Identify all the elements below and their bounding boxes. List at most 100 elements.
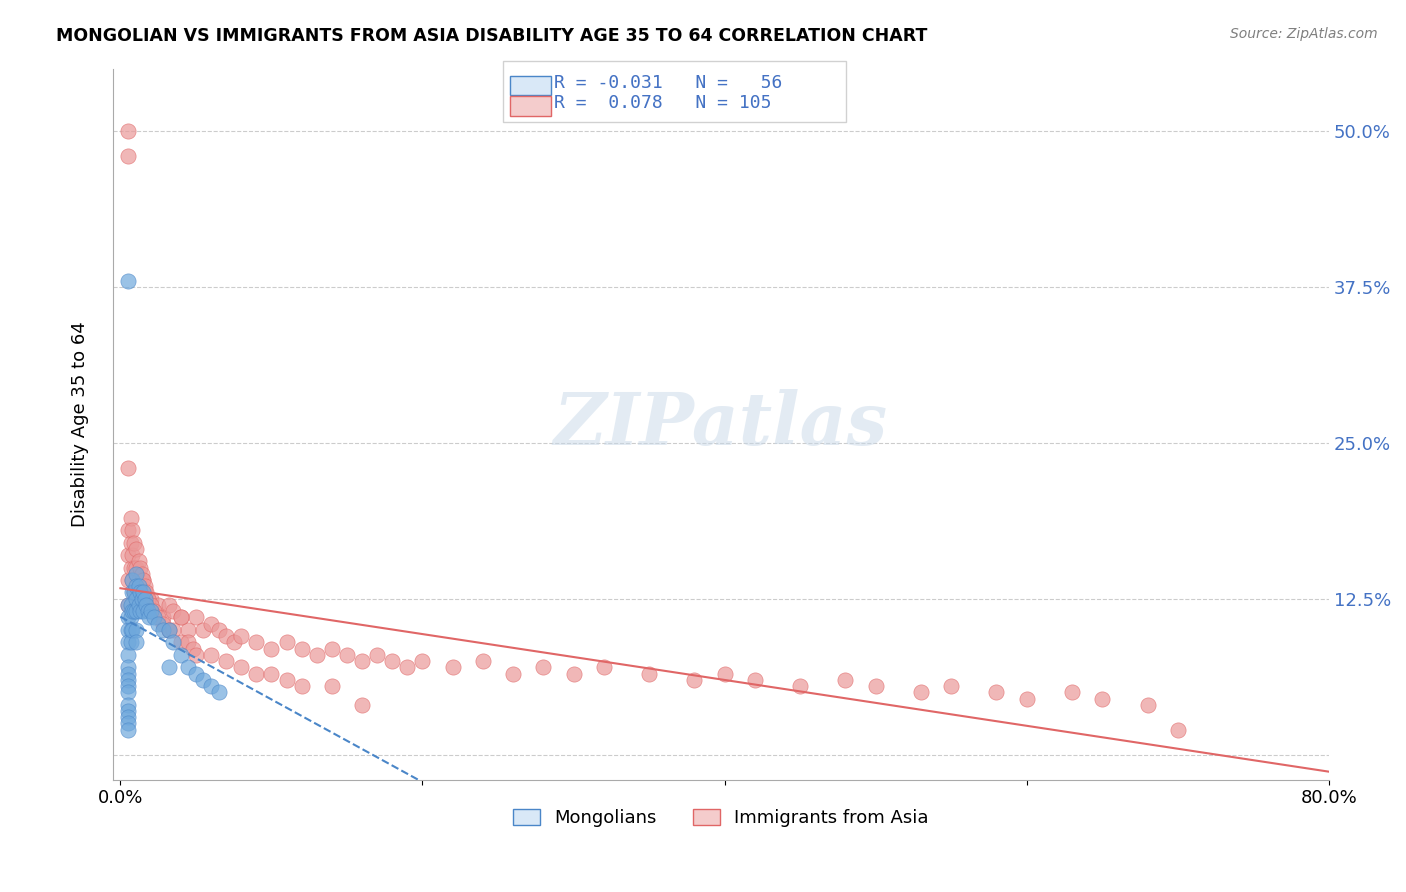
- Y-axis label: Disability Age 35 to 64: Disability Age 35 to 64: [72, 321, 89, 527]
- Immigrants from Asia: [124, 541, 146, 556]
- Mongolians: [142, 610, 165, 624]
- Immigrants from Asia: [352, 654, 374, 668]
- Immigrants from Asia: [135, 585, 157, 599]
- Immigrants from Asia: [260, 641, 283, 656]
- Immigrants from Asia: [396, 660, 419, 674]
- Mongolians: [135, 598, 157, 612]
- Immigrants from Asia: [592, 660, 614, 674]
- Immigrants from Asia: [713, 666, 735, 681]
- Mongolians: [170, 648, 193, 662]
- Text: R = -0.031   N =   56: R = -0.031 N = 56: [554, 74, 782, 92]
- Immigrants from Asia: [789, 679, 811, 693]
- Immigrants from Asia: [135, 598, 157, 612]
- Immigrants from Asia: [138, 598, 160, 612]
- Immigrants from Asia: [222, 635, 245, 649]
- Mongolians: [117, 666, 139, 681]
- Mongolians: [121, 573, 143, 587]
- Immigrants from Asia: [134, 585, 156, 599]
- Mongolians: [121, 623, 143, 637]
- Immigrants from Asia: [117, 573, 139, 587]
- Immigrants from Asia: [200, 616, 222, 631]
- Immigrants from Asia: [117, 460, 139, 475]
- Mongolians: [124, 591, 146, 606]
- Immigrants from Asia: [939, 679, 962, 693]
- Mongolians: [162, 635, 184, 649]
- Immigrants from Asia: [120, 510, 142, 524]
- Mongolians: [138, 610, 160, 624]
- Mongolians: [124, 635, 146, 649]
- Immigrants from Asia: [128, 573, 150, 587]
- Immigrants from Asia: [184, 610, 207, 624]
- Immigrants from Asia: [321, 641, 343, 656]
- Mongolians: [152, 623, 174, 637]
- Immigrants from Asia: [231, 629, 253, 643]
- Mongolians: [120, 598, 142, 612]
- Immigrants from Asia: [132, 573, 155, 587]
- Immigrants from Asia: [128, 598, 150, 612]
- Immigrants from Asia: [231, 660, 253, 674]
- Immigrants from Asia: [683, 673, 706, 687]
- Immigrants from Asia: [865, 679, 887, 693]
- Immigrants from Asia: [121, 548, 143, 562]
- Mongolians: [131, 591, 153, 606]
- Immigrants from Asia: [142, 604, 165, 618]
- Mongolians: [117, 648, 139, 662]
- Immigrants from Asia: [170, 635, 193, 649]
- Immigrants from Asia: [170, 610, 193, 624]
- Mongolians: [117, 723, 139, 737]
- Immigrants from Asia: [177, 635, 200, 649]
- Mongolians: [117, 673, 139, 687]
- Mongolians: [124, 566, 146, 581]
- Immigrants from Asia: [184, 648, 207, 662]
- Immigrants from Asia: [124, 560, 146, 574]
- Immigrants from Asia: [136, 591, 159, 606]
- Text: ZIPatlas: ZIPatlas: [554, 389, 887, 459]
- Mongolians: [117, 716, 139, 731]
- Mongolians: [136, 604, 159, 618]
- Text: MONGOLIAN VS IMMIGRANTS FROM ASIA DISABILITY AGE 35 TO 64 CORRELATION CHART: MONGOLIAN VS IMMIGRANTS FROM ASIA DISABI…: [56, 27, 928, 45]
- Immigrants from Asia: [1015, 691, 1038, 706]
- Immigrants from Asia: [117, 149, 139, 163]
- Mongolians: [117, 610, 139, 624]
- Mongolians: [117, 623, 139, 637]
- Text: R = -0.031   N =   56: R = -0.031 N = 56: [554, 74, 782, 92]
- Immigrants from Asia: [136, 591, 159, 606]
- Immigrants from Asia: [139, 598, 162, 612]
- Immigrants from Asia: [1060, 685, 1083, 699]
- Mongolians: [117, 710, 139, 724]
- Immigrants from Asia: [411, 654, 433, 668]
- Mongolians: [157, 623, 180, 637]
- Immigrants from Asia: [132, 598, 155, 612]
- Mongolians: [139, 604, 162, 618]
- Mongolians: [117, 635, 139, 649]
- Immigrants from Asia: [193, 623, 215, 637]
- Immigrants from Asia: [562, 666, 585, 681]
- Mongolians: [129, 604, 152, 618]
- Immigrants from Asia: [834, 673, 856, 687]
- Immigrants from Asia: [502, 666, 524, 681]
- Mongolians: [120, 635, 142, 649]
- Mongolians: [121, 585, 143, 599]
- Immigrants from Asia: [441, 660, 464, 674]
- Immigrants from Asia: [336, 648, 359, 662]
- Mongolians: [124, 604, 146, 618]
- Immigrants from Asia: [117, 598, 139, 612]
- Mongolians: [117, 679, 139, 693]
- Text: R =  0.078   N = 105: R = 0.078 N = 105: [554, 95, 772, 112]
- Text: R =  0.078   N = 105: R = 0.078 N = 105: [554, 95, 772, 112]
- Immigrants from Asia: [181, 641, 204, 656]
- Immigrants from Asia: [291, 679, 314, 693]
- Mongolians: [120, 610, 142, 624]
- Mongolians: [128, 579, 150, 593]
- Mongolians: [129, 585, 152, 599]
- Mongolians: [184, 666, 207, 681]
- Mongolians: [117, 598, 139, 612]
- Immigrants from Asia: [121, 523, 143, 537]
- Immigrants from Asia: [121, 573, 143, 587]
- Mongolians: [117, 698, 139, 712]
- Immigrants from Asia: [352, 698, 374, 712]
- Immigrants from Asia: [162, 604, 184, 618]
- Immigrants from Asia: [910, 685, 932, 699]
- Immigrants from Asia: [117, 548, 139, 562]
- Mongolians: [132, 604, 155, 618]
